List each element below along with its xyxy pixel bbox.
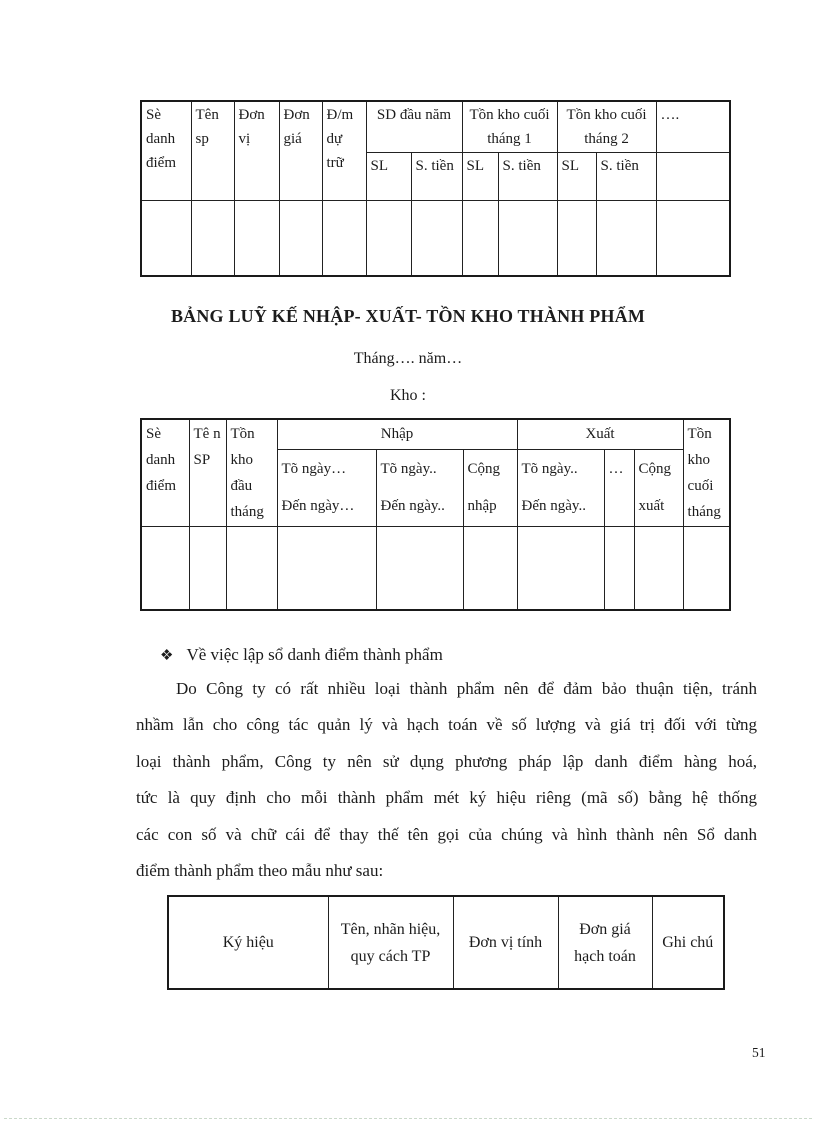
- t2-cell: [188, 526, 227, 610]
- t1-header-so-danh-diem: Sè danh điểm: [140, 100, 192, 201]
- t2-subheader-tu-den-ngay-2: Tõ ngày.. Đến ngày..: [375, 448, 464, 528]
- t1-cell: [410, 200, 463, 276]
- t2-cell: [516, 526, 605, 610]
- section-title: BẢNG LUỸ KẾ NHẬP- XUẤT- TỒN KHO THÀNH PH…: [170, 306, 646, 326]
- t1-header-dm-du-tru: Đ/m dự trữ: [321, 100, 367, 201]
- t1-header-ton-kho-thang2: Tồn kho cuối tháng 2: [556, 100, 657, 153]
- t1-header-dots: ….: [655, 100, 731, 153]
- t2-cell: [633, 526, 684, 610]
- t2-cell: [462, 526, 518, 610]
- t1-cell: [497, 200, 558, 276]
- t2-header-nhap: Nhập: [276, 418, 518, 450]
- paragraph-line: điểm thành phẩm theo mẫu như sau:: [136, 861, 384, 881]
- page-number: 51: [752, 1045, 766, 1060]
- stock-balance-table: Sè danh điểm Tên sp Đơn vị Đơn giá Đ/m d…: [140, 100, 732, 277]
- paragraph-line: loại thành phẩm, Công ty nên sử dụng phư…: [136, 751, 757, 771]
- page-bottom-rule: [4, 1118, 812, 1119]
- kho-label: Kho :: [390, 387, 426, 404]
- t1-cell: [461, 200, 499, 276]
- t1-cell: [233, 200, 280, 276]
- t2-subheader-cong-xuat: Cộng xuất: [633, 448, 684, 528]
- t1-cell: [655, 200, 731, 276]
- t1-header-don-gia: Đơn giá: [278, 100, 323, 201]
- t1-subheader-stien-3: S. tiền: [595, 152, 657, 201]
- t1-cell: [321, 200, 367, 276]
- t2-subheader-dots: …: [603, 448, 635, 528]
- t1-subheader-empty: [655, 152, 731, 201]
- t2-cell: [375, 526, 464, 610]
- t2-cell: [225, 526, 278, 610]
- t1-header-don-vi: Đơn vị: [233, 100, 280, 201]
- product-code-table: Ký hiệu Tên, nhãn hiệu, quy cách TP Đơn …: [167, 895, 725, 990]
- t2-header-ton-kho-dau-thang: Tồn kho đầu tháng: [225, 418, 278, 527]
- paragraph-line: Do Công ty có rất nhiều loại thành phẩm …: [176, 679, 757, 698]
- t2-cell: [140, 526, 190, 610]
- bullet-heading: ❖ Về việc lập sổ danh điểm thành phẩm: [160, 645, 443, 665]
- t1-subheader-sl-2: SL: [461, 152, 499, 201]
- t1-subheader-stien-2: S. tiền: [497, 152, 558, 201]
- t2-cell: [682, 526, 731, 610]
- cumulative-in-out-stock-table: Sè danh điểm Tê n SP Tồn kho đầu tháng N…: [140, 418, 732, 611]
- t2-subheader-tu-den-ngay-3: Tõ ngày.. Đến ngày..: [516, 448, 605, 528]
- t2-header-xuat: Xuất: [516, 418, 684, 450]
- t1-cell: [595, 200, 657, 276]
- t3-header-ky-hieu: Ký hiệu: [167, 895, 329, 990]
- t1-header-ton-kho-thang1: Tồn kho cuối tháng 1: [461, 100, 558, 153]
- t2-cell: [603, 526, 635, 610]
- t1-header-sd-dau-nam: SD đầu năm: [365, 100, 463, 153]
- t3-header-don-gia-hach-toan: Đơn giá hạch toán: [557, 895, 653, 990]
- bullet-heading-label: Về việc lập sổ danh điểm thành phẩm: [186, 645, 443, 664]
- t1-cell: [365, 200, 412, 276]
- paragraph-line: tức là quy định cho mỗi thành phẩm mét k…: [136, 788, 757, 808]
- section-subtitle: Tháng…. năm…: [353, 350, 463, 367]
- diamond-bullet-icon: ❖: [160, 648, 174, 664]
- t2-empty-row: [140, 526, 731, 610]
- t1-cell: [140, 200, 192, 276]
- t1-subheader-sl-3: SL: [556, 152, 597, 201]
- t2-subheader-tu-den-ngay-1: Tõ ngày… Đến ngày…: [276, 448, 377, 528]
- t3-header-ten-nhan-hieu: Tên, nhãn hiệu, quy cách TP: [327, 895, 454, 990]
- body-paragraph: Do Công ty có rất nhiều loại thành phẩm …: [136, 671, 757, 889]
- t1-cell: [278, 200, 323, 276]
- t1-header-ten-sp: Tên sp: [190, 100, 235, 201]
- t2-header-ten-sp: Tê n SP: [188, 418, 227, 527]
- t1-subheader-sl-1: SL: [365, 152, 412, 201]
- t2-header-ton-kho-cuoi-thang: Tồn kho cuối tháng: [682, 418, 731, 527]
- t2-header-so-danh-diem: Sè danh điểm: [140, 418, 190, 527]
- t1-cell: [556, 200, 597, 276]
- t1-cell: [190, 200, 235, 276]
- t2-subheader-cong-nhap: Cộng nhập: [462, 448, 518, 528]
- t1-subheader-stien-1: S. tiền: [410, 152, 463, 201]
- paragraph-line: nhầm lẫn cho công tác quản lý và hạch to…: [136, 715, 757, 735]
- t2-cell: [276, 526, 377, 610]
- t1-empty-row: [140, 200, 731, 276]
- t3-header-don-vi-tinh: Đơn vị tính: [452, 895, 559, 990]
- t3-header-ghi-chu: Ghi chú: [651, 895, 725, 990]
- paragraph-line: các con số và chữ cái để thay thế tên gọ…: [136, 824, 757, 844]
